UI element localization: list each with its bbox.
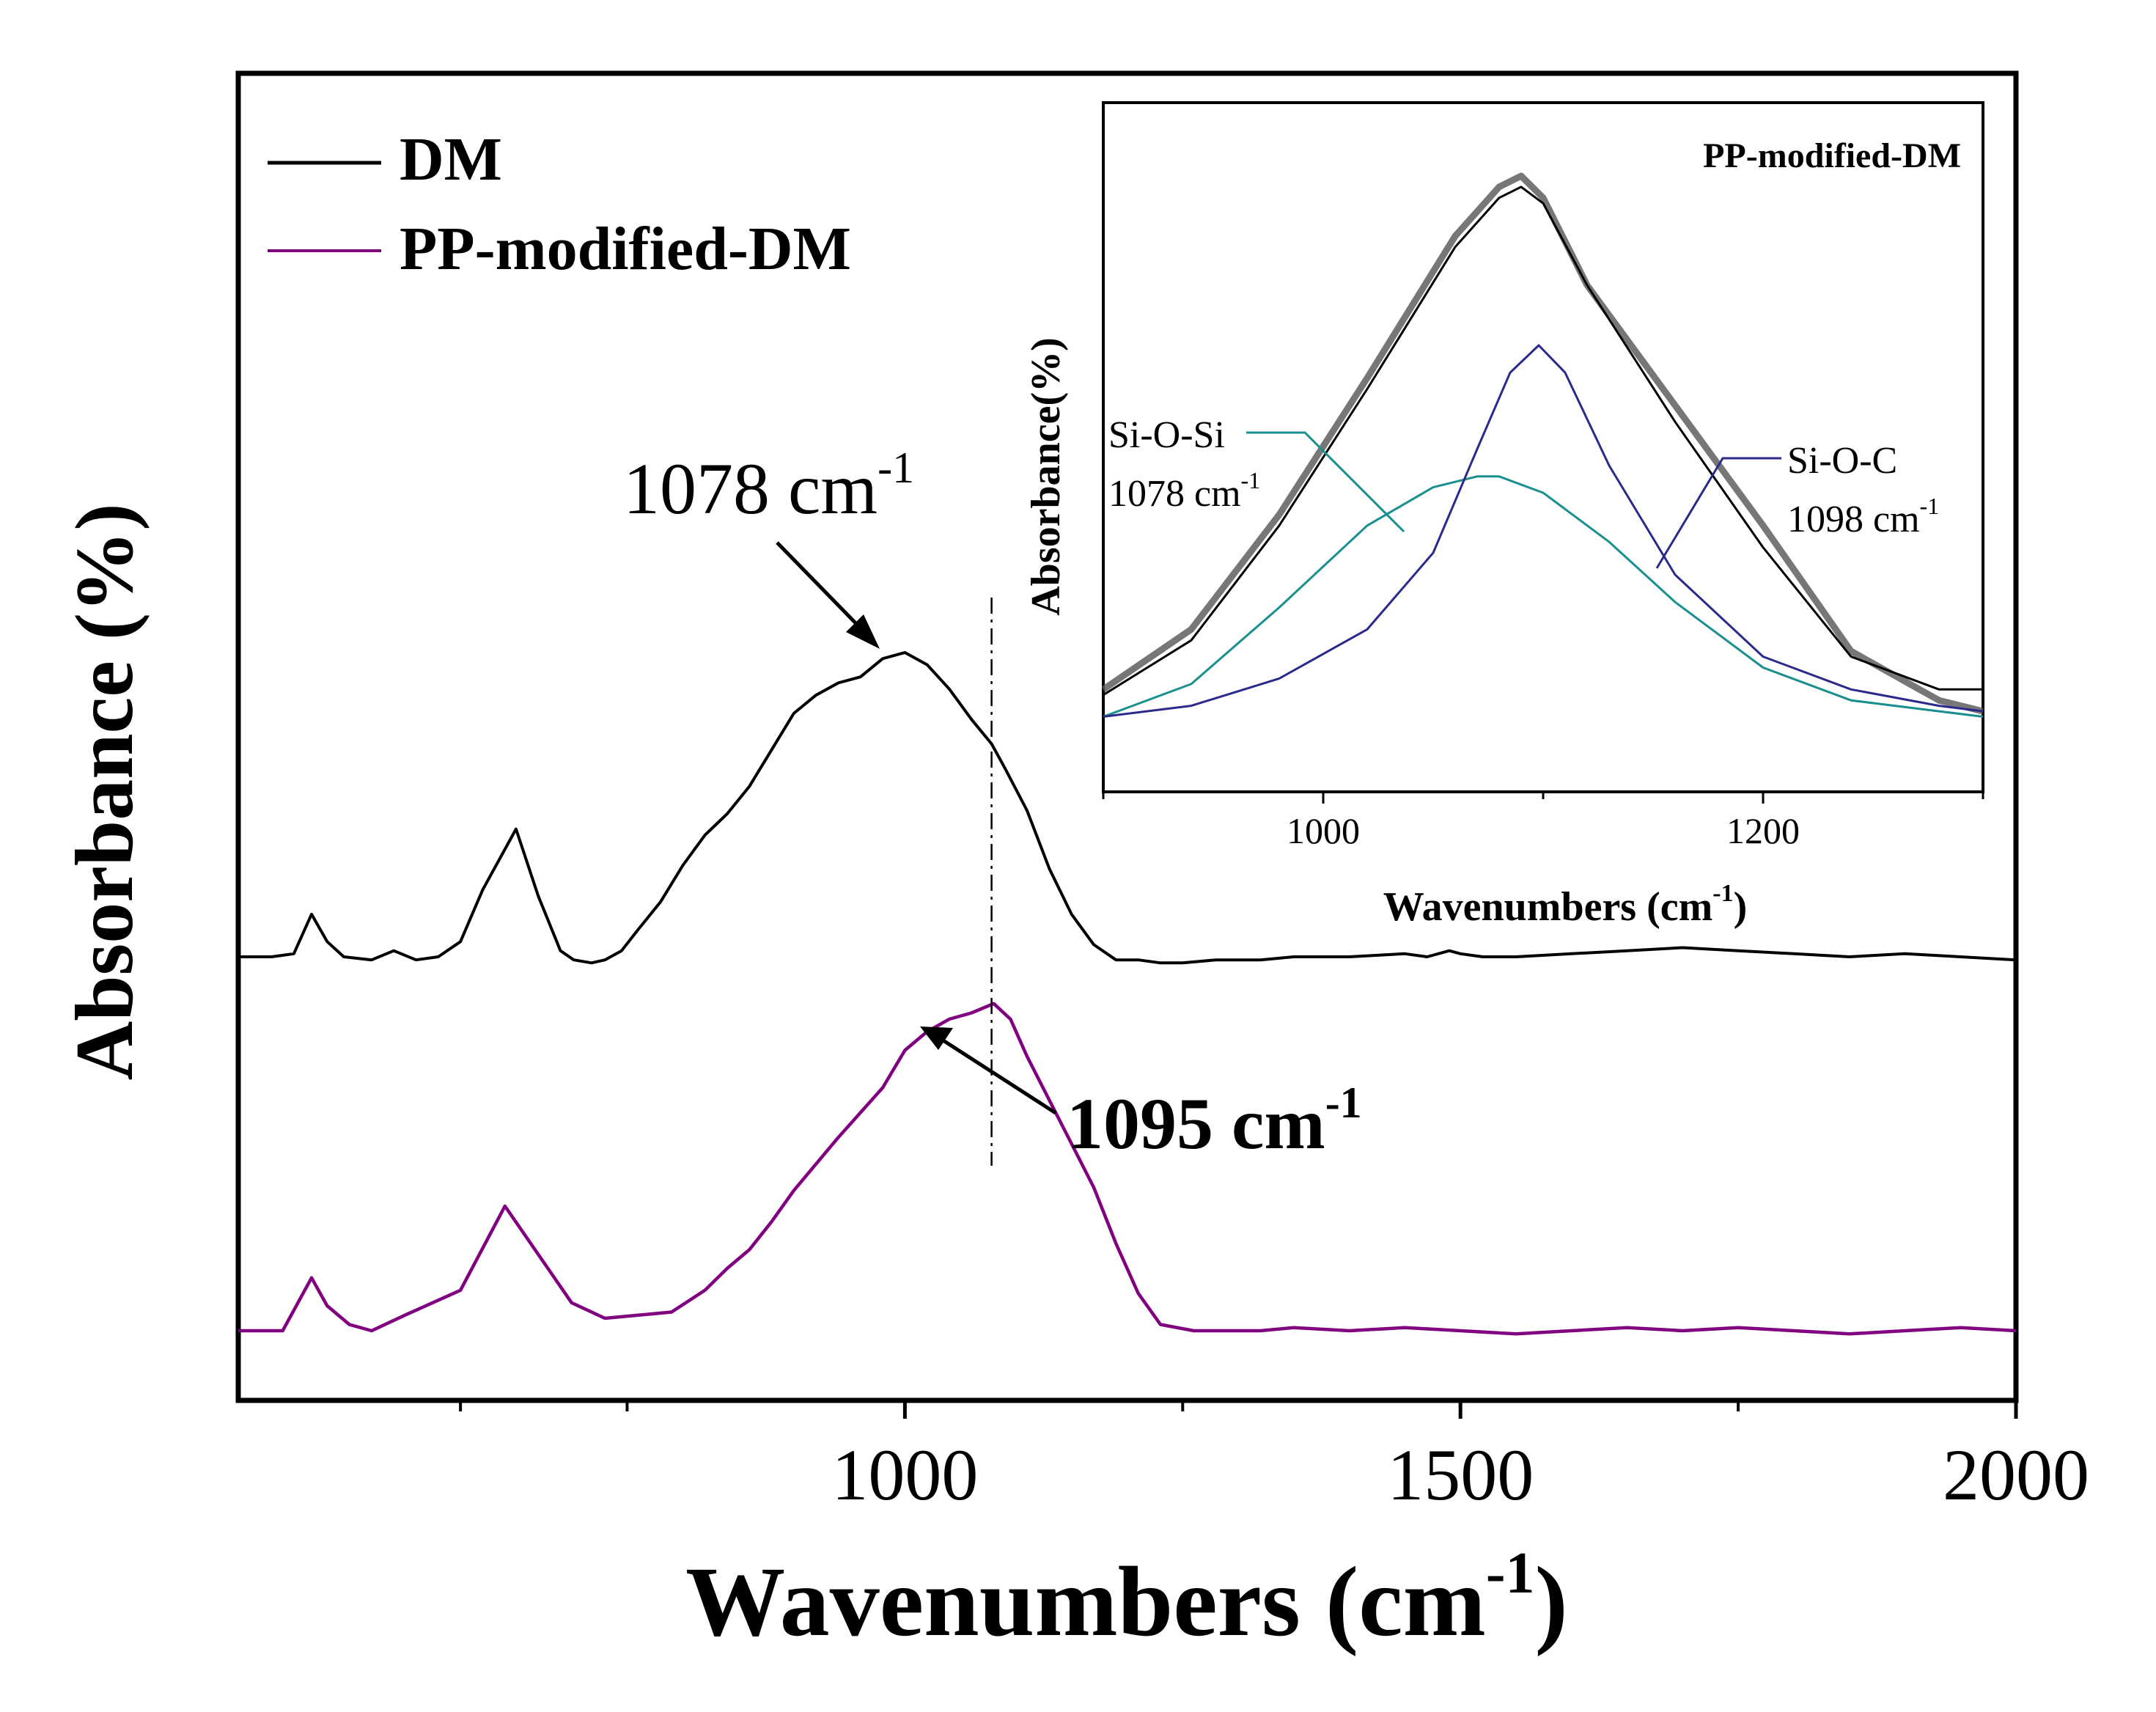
- annotation-1095: 1095 cm-1: [1067, 1079, 1362, 1164]
- main-x-axis-label: Wavenumbers (cm-1): [685, 1541, 1568, 1657]
- inset-series-si-o-c: [1103, 344, 1984, 718]
- inset-leader-si-o-si: [1246, 431, 1405, 533]
- annotation-arrow-1095: [920, 1026, 1057, 1115]
- inset-label-si-o-c-name: Si-O-C: [1787, 440, 1897, 482]
- main-x-tick-label: 2000: [1943, 1434, 2089, 1516]
- inset-label-si-o-si: Si-O-Si 1078 cm-1: [1108, 414, 1405, 533]
- inset-title: PP-modified-DM: [1703, 136, 1961, 175]
- legend: DM PP-modified-DM: [268, 125, 851, 283]
- inset-series-si-o-si: [1103, 475, 1984, 718]
- inset-x-tick-label: 1200: [1726, 810, 1800, 851]
- inset-label-si-o-si-name: Si-O-Si: [1108, 414, 1225, 456]
- inset-x-ticks: 1000 1200: [1102, 792, 1984, 851]
- inset-x-tick-label: 1000: [1287, 810, 1360, 851]
- series-line-pp-modified-dm: [238, 1002, 2017, 1336]
- series-line-dm: [238, 651, 2017, 965]
- inset-plot-frame: [1102, 101, 1984, 793]
- main-x-tick-label: 1500: [1387, 1434, 1534, 1516]
- inset-label-si-o-si-peak: 1078 cm-1: [1108, 467, 1260, 515]
- inset-chart: PP-modified-DM 1000 1200 Si-O-Si 1078 cm-…: [1023, 101, 1984, 930]
- legend-label-dm: DM: [400, 125, 502, 194]
- main-plot-frame: [235, 70, 2019, 1403]
- inset-x-axis-label: Wavenumbers (cm-1): [1383, 880, 1748, 930]
- inset-label-si-o-c-peak: 1098 cm-1: [1787, 493, 1939, 540]
- main-x-ticks: 1000 1500 2000: [459, 1400, 2089, 1516]
- annotation-arrow-1078: [776, 541, 880, 649]
- inset-series-measured: [1101, 172, 1984, 715]
- main-chart: 1000 1500 2000 DM PP-modified-DM 1078 cm-1…: [59, 70, 2089, 1657]
- inset-leader-si-o-c: [1655, 457, 1781, 569]
- inset-label-si-o-c: Si-O-C 1098 cm-1: [1655, 440, 1939, 569]
- annotation-1078: 1078 cm-1: [623, 444, 914, 529]
- inset-series-fit: [1103, 185, 1983, 697]
- inset-series: [1101, 172, 1984, 718]
- main-x-tick-label: 1000: [831, 1434, 978, 1516]
- inset-y-axis-label: Absorbance(%): [1023, 337, 1069, 616]
- main-y-axis-label: Absorbance (%): [59, 503, 150, 1080]
- legend-label-pp-modified-dm: PP-modified-DM: [400, 215, 851, 283]
